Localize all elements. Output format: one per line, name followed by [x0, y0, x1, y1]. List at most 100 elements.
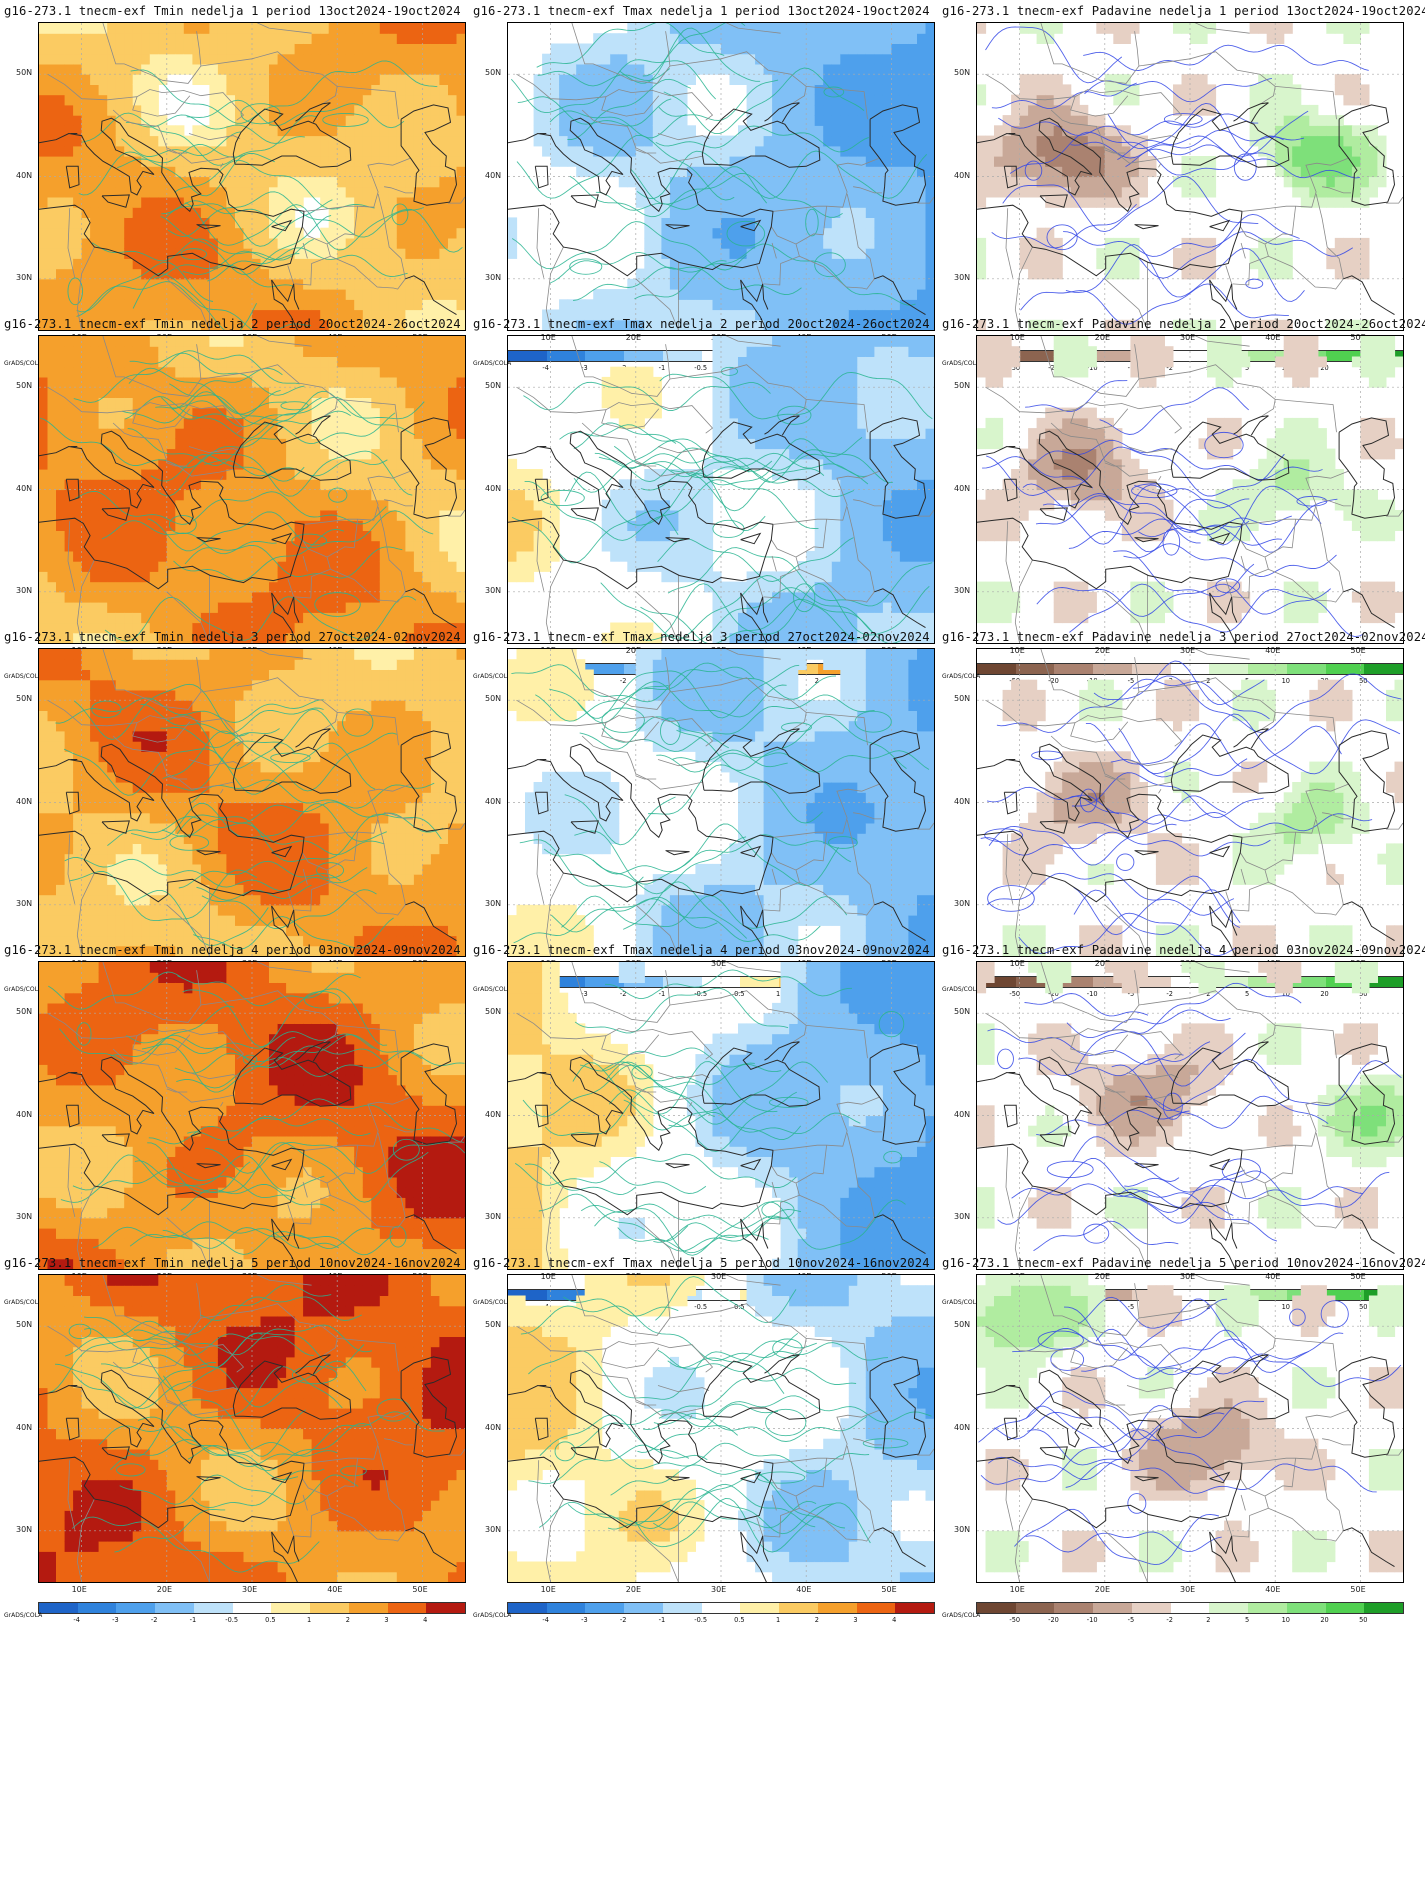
colorbar-swatch [977, 664, 1016, 674]
colorbar-swatch [310, 1603, 349, 1613]
lat-tick-label: 40N [16, 1109, 33, 1119]
grads-source-label: GrADS/COLA [942, 1299, 981, 1306]
colorbar-tick-label: 50 [1359, 677, 1368, 685]
panel-title: g16-273.1 tnecm-exf Padavine nedelja 5 p… [942, 1256, 1425, 1270]
colorbar-tick-label: -0.5 [694, 990, 708, 998]
panel-title: g16-273.1 tnecm-exf Padavine nedelja 1 p… [942, 4, 1425, 18]
colorbar-swatch [1325, 1290, 1365, 1300]
colorbar-swatch [1093, 351, 1132, 361]
map-panel: g16-273.1 tnecm-exf Tmax nedelja 1 perio… [473, 0, 943, 378]
colorbar-tick-label: 5 [1244, 364, 1250, 372]
colorbar-swatch [1131, 664, 1171, 674]
colorbar-swatch [1054, 1603, 1094, 1613]
lat-tick-label: 40N [954, 796, 971, 806]
grads-source-label: GrADS/COLA [473, 673, 512, 680]
colorbar-swatch [1093, 1603, 1132, 1613]
anomaly-map [976, 335, 1404, 644]
lon-tick-label: 50E [1350, 646, 1366, 655]
colorbar-tick-label: 5 [1244, 990, 1250, 998]
colorbar-tick-label: -3 [581, 364, 588, 372]
colorbar-swatch [1209, 977, 1249, 987]
lat-tick-label: 40N [485, 1422, 502, 1432]
colorbar-tick-label: -20 [1048, 990, 1059, 998]
lon-tick-label: 50E [1350, 333, 1366, 342]
colorbar-tick-label: 1 [775, 1616, 781, 1624]
colorbar-tick-label: 50 [1359, 1616, 1368, 1624]
grads-source-label: GrADS/COLA [473, 986, 512, 993]
lat-tick-label: 50N [485, 1007, 502, 1017]
grads-source-label: GrADS/COLA [4, 1612, 43, 1619]
colorbar-swatch [1015, 977, 1055, 987]
map-panel: g16-273.1 tnecm-exf Tmin nedelja 5 perio… [4, 1252, 474, 1630]
colorbar-swatch [271, 1603, 311, 1613]
lat-tick-label: 40N [16, 796, 33, 806]
colorbar-swatch [1248, 1290, 1287, 1300]
colorbar-swatch [1325, 664, 1365, 674]
colorbar-swatch [1131, 1603, 1171, 1613]
lon-tick-label: 20E [625, 333, 642, 342]
colorbar-tick-label: -0.5 [694, 364, 708, 372]
colorbar-swatch [77, 1603, 117, 1613]
lat-tick-label: 40N [485, 170, 502, 180]
panel-title: g16-273.1 tnecm-exf Tmax nedelja 5 perio… [473, 1256, 930, 1270]
map-panel: g16-273.1 tnecm-exf Tmin nedelja 2 perio… [4, 313, 474, 691]
lat-tick-label: 50N [16, 1320, 33, 1330]
colorbar-swatch [1364, 664, 1404, 674]
colorbar-tick-label: -10 [1086, 364, 1098, 372]
lat-tick-label: 50N [16, 381, 33, 391]
colorbar-tick-label: 20 [1320, 1616, 1329, 1624]
colorbar-swatch [624, 351, 663, 361]
lon-tick-label: 10E [540, 1272, 556, 1281]
lat-tick-label: 50N [16, 694, 33, 704]
lon-tick-label: 30E [711, 1272, 727, 1281]
colorbar-swatch [232, 1603, 272, 1613]
colorbar-swatch [740, 1603, 780, 1613]
colorbar-tick-label: 0.5 [734, 990, 745, 998]
colorbar-swatch [740, 977, 780, 987]
colorbar-swatch [1170, 1603, 1210, 1613]
colorbar-tick-label: -5 [1127, 1303, 1135, 1311]
lat-tick-label: 40N [485, 796, 502, 806]
colorbar-tick-label: -0.5 [225, 1616, 239, 1624]
anomaly-map [38, 961, 466, 1270]
lon-tick-label: 10E [1009, 333, 1025, 342]
colorbar-tick-label: -0.5 [694, 1303, 708, 1311]
colorbar-tick-label: -50 [1009, 1616, 1021, 1624]
colorbar-tick-label: -20 [1048, 677, 1059, 685]
grads-source-label: GrADS/COLA [942, 1612, 981, 1619]
colorbar-tick-label: -5 [1127, 1616, 1135, 1624]
colorbar-swatch [1015, 664, 1055, 674]
colorbar-tick-label: 20 [1320, 364, 1329, 372]
lon-tick-label: 50E [1350, 1585, 1366, 1594]
colorbar-tick-label: 1 [306, 1616, 312, 1624]
lon-tick-label: 10E [1009, 959, 1025, 968]
colorbar-tick-label: -2 [619, 1616, 627, 1624]
colorbar-swatch [701, 1603, 741, 1613]
lat-tick-label: 50N [16, 68, 33, 78]
lon-tick-label: 10E [540, 1585, 556, 1594]
colorbar-swatch [856, 1603, 896, 1613]
lon-tick-label: 30E [1180, 646, 1196, 655]
panel-title: g16-273.1 tnecm-exf Padavine nedelja 2 p… [942, 317, 1425, 331]
anomaly-map [507, 335, 935, 644]
colorbar-tick-label: 0.5 [265, 1616, 276, 1624]
colorbar-swatch [426, 1603, 466, 1613]
colorbar-swatch [1209, 1603, 1249, 1613]
lat-tick-label: 40N [954, 170, 971, 180]
colorbar-swatch [779, 1603, 818, 1613]
colorbar-swatch [508, 351, 547, 361]
anomaly-map [976, 22, 1404, 331]
panel-title: g16-273.1 tnecm-exf Tmax nedelja 1 perio… [473, 4, 930, 18]
colorbar-swatch [546, 351, 586, 361]
colorbar-tick-label: -1 [658, 990, 666, 998]
colorbar-swatch [662, 351, 702, 361]
lat-tick-label: 30N [16, 898, 33, 908]
colorbar-tick-label: -2 [619, 677, 627, 685]
colorbar-swatch [348, 1603, 388, 1613]
lon-tick-label: 40E [1265, 1585, 1281, 1594]
anomaly-map [976, 648, 1404, 957]
anomaly-map [38, 648, 466, 957]
colorbar-swatch [1054, 977, 1094, 987]
grads-source-label: GrADS/COLA [4, 673, 43, 680]
grads-source-label: GrADS/COLA [473, 1299, 512, 1306]
